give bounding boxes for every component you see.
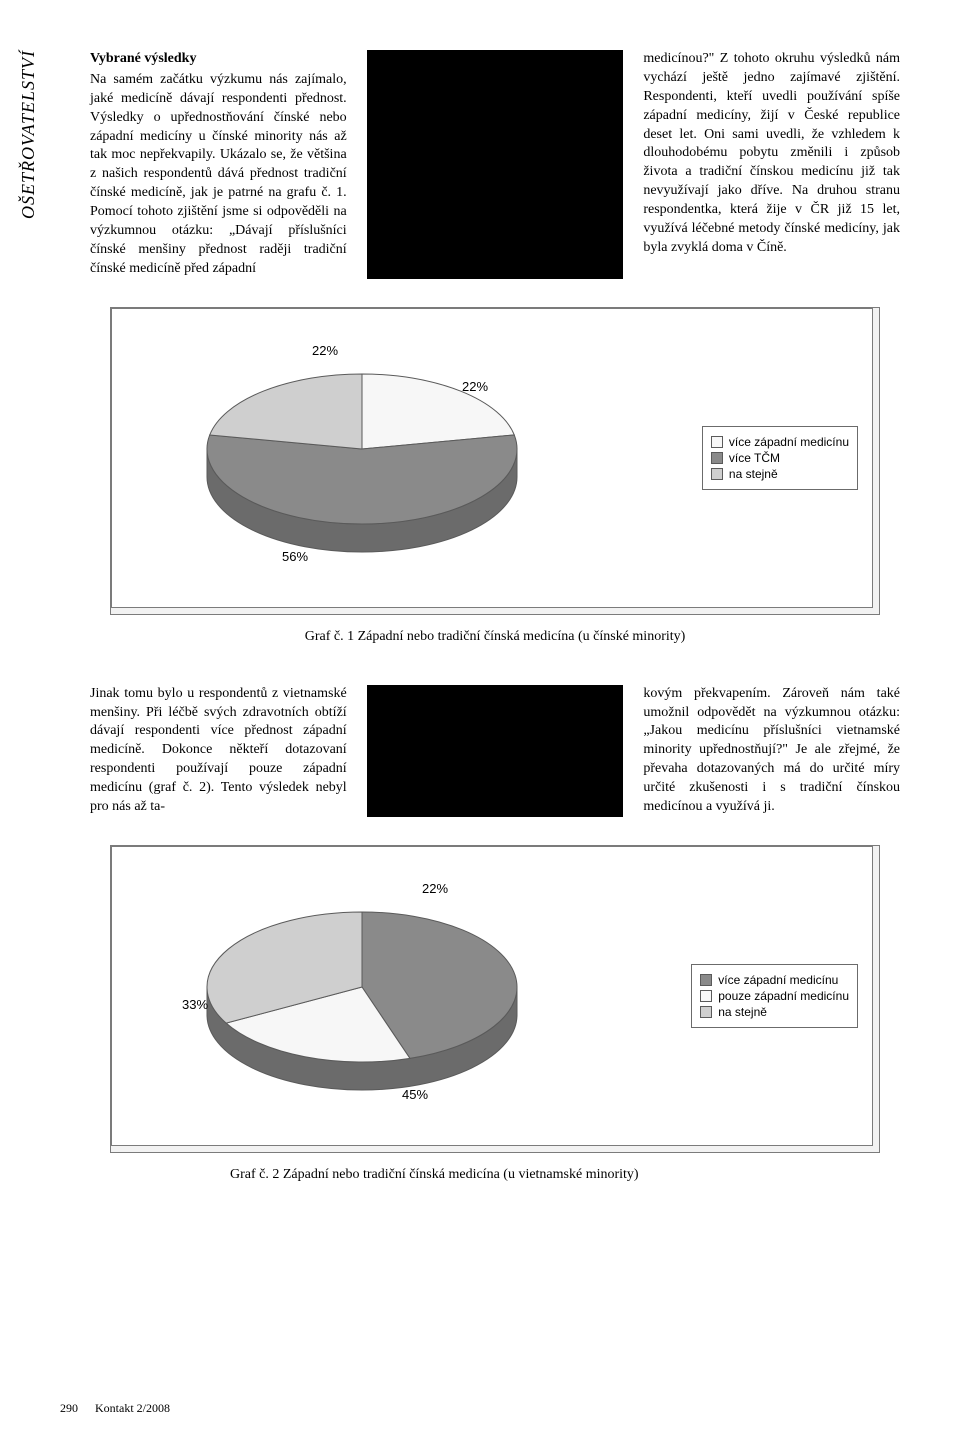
section-2-col-2: kovým překvapením. Zároveň nám také umož…	[643, 685, 900, 817]
section-1-col-2: medicínou?" Z tohoto okruhu výsledků nám…	[643, 50, 900, 279]
legend-row: více západní medicínu	[711, 435, 849, 449]
legend-label: na stejně	[718, 1005, 767, 1019]
section-1-col-1: Vybrané výsledky Na samém začátku výzkum…	[90, 50, 347, 279]
legend-label: pouze západní medicínu	[718, 989, 849, 1003]
legend-row: na stejně	[711, 467, 849, 481]
section-side-label: OŠETŘOVATELSTVÍ	[18, 50, 39, 219]
chart-1-legend: více západní medicínu více TČM na stejně	[702, 426, 858, 490]
page-number: 290	[60, 1401, 78, 1416]
legend-swatch	[711, 468, 723, 480]
chart-1-caption: Graf č. 1 Západní nebo tradiční čínská m…	[90, 629, 900, 645]
section-1: Vybrané výsledky Na samém začátku výzkum…	[90, 50, 900, 279]
legend-swatch	[711, 452, 723, 464]
legend-row: pouze západní medicínu	[700, 989, 849, 1003]
section-1-col-1-text: Na samém začátku výzkumu nás zajímalo, j…	[90, 72, 347, 276]
chart-1: 22% 22% 56% více západní medicínu více TČM n…	[111, 308, 873, 608]
chart-2-pie: 22% 45% 33%	[172, 877, 552, 1117]
legend-swatch	[700, 1006, 712, 1018]
section-1-heading: Vybrané výsledky	[90, 50, 347, 69]
page-footer: 290 Kontakt 2/2008	[60, 1401, 170, 1416]
legend-row: více TČM	[711, 451, 849, 465]
legend-row: na stejně	[700, 1005, 849, 1019]
section-2-col-2-text: kovým překvapením. Zároveň nám také umož…	[643, 686, 900, 814]
pie-percent-label: 33%	[182, 997, 208, 1012]
pie-percent-label: 22%	[462, 379, 488, 394]
chart-2-legend: více západní medicínu pouze západní medic…	[691, 964, 858, 1028]
column-divider	[367, 685, 624, 817]
section-2-col-1: Jinak tomu bylo u respondentů z vietnams…	[90, 685, 347, 817]
legend-label: více západní medicínu	[718, 973, 838, 987]
section-2-col-1-text: Jinak tomu bylo u respondentů z vietnams…	[90, 686, 347, 814]
journal-ref: Kontakt 2/2008	[95, 1401, 170, 1415]
chart-1-frame: 22% 22% 56% více západní medicínu více TČM n…	[110, 307, 880, 615]
legend-row: více západní medicínu	[700, 973, 849, 987]
legend-label: na stejně	[729, 467, 778, 481]
legend-swatch	[700, 990, 712, 1002]
chart-2-frame: 22% 45% 33% více západní medicínu pouze záp…	[110, 845, 880, 1153]
legend-label: více TČM	[729, 451, 780, 465]
legend-swatch	[711, 436, 723, 448]
chart-2-caption: Graf č. 2 Západní nebo tradiční čínská m…	[230, 1167, 900, 1183]
section-2: Jinak tomu bylo u respondentů z vietnams…	[90, 685, 900, 817]
pie-percent-label: 22%	[422, 881, 448, 896]
chart-1-pie: 22% 22% 56%	[172, 339, 552, 579]
pie-percent-label: 56%	[282, 549, 308, 564]
pie-percent-label: 22%	[312, 343, 338, 358]
chart-1-svg	[172, 339, 552, 579]
section-1-col-2-text: medicínou?" Z tohoto okruhu výsledků nám…	[643, 51, 900, 255]
chart-2: 22% 45% 33% více západní medicínu pouze záp…	[111, 846, 873, 1146]
chart-2-svg	[172, 877, 552, 1117]
pie-percent-label: 45%	[402, 1087, 428, 1102]
column-divider	[367, 50, 624, 279]
legend-label: více západní medicínu	[729, 435, 849, 449]
legend-swatch	[700, 974, 712, 986]
